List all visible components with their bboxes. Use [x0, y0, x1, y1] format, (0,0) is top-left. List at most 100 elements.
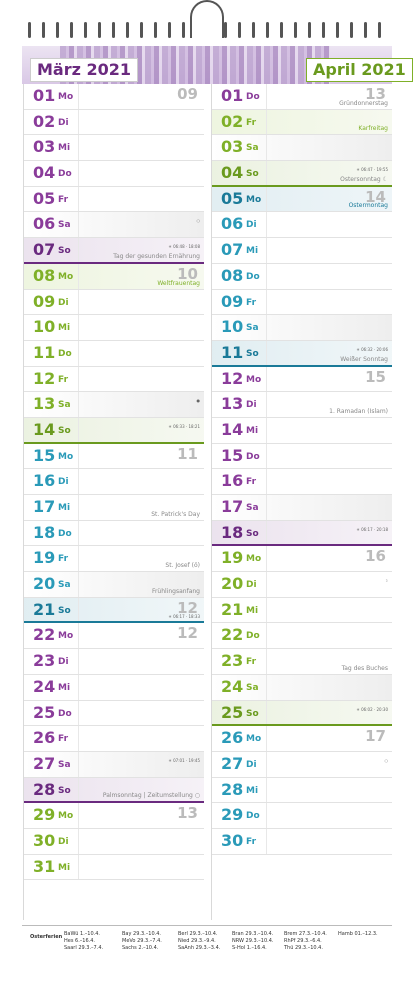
- binding-ring: [56, 22, 59, 38]
- day-row[interactable]: 16 Fr: [212, 469, 392, 495]
- day-row[interactable]: 18 Do: [24, 520, 204, 547]
- row-divider: [266, 572, 267, 597]
- day-row[interactable]: 17 Sa: [212, 495, 392, 521]
- day-row[interactable]: 22 Do: [212, 623, 392, 650]
- day-row[interactable]: 30 Fr: [212, 828, 392, 855]
- weekday-label: Fr: [246, 117, 257, 128]
- weekday-label: Do: [246, 271, 260, 282]
- holiday-note: Weltfrauentag: [157, 279, 200, 287]
- weekday-label: Do: [246, 92, 260, 102]
- day-row[interactable]: 03 Sa: [212, 135, 392, 162]
- day-number: 26: [221, 728, 244, 748]
- sun-times-icon: ☀ 06:48 · 18:08: [168, 244, 200, 250]
- row-divider: [78, 186, 79, 212]
- day-row[interactable]: 15 Do: [212, 443, 392, 470]
- day-row[interactable]: 25 So ☀ 06:02 · 20:30: [212, 700, 392, 727]
- row-divider: [78, 495, 79, 520]
- day-row[interactable]: 27 Sa ☀ 07:01 · 19:45: [24, 751, 204, 778]
- binding-ring: [238, 22, 241, 38]
- day-row[interactable]: 28 Mi: [212, 777, 392, 804]
- binding-ring: [322, 22, 325, 38]
- weekday-label: Di: [58, 836, 69, 847]
- day-row[interactable]: 02 Fr Karfreitag: [212, 109, 392, 136]
- weekday-label: Sa: [58, 400, 71, 411]
- day-row[interactable]: 21 So 12 ☀ 06:17 · 18:33: [24, 597, 204, 624]
- day-row[interactable]: 29 Do: [212, 803, 392, 829]
- day-row[interactable]: 20 Di ☽: [212, 572, 392, 598]
- day-row[interactable]: 15 Mo 11: [24, 443, 204, 470]
- day-number: 30: [221, 830, 244, 850]
- row-divider: [78, 417, 79, 442]
- day-row[interactable]: 27 Di ○: [212, 751, 392, 778]
- day-row[interactable]: 11 Do: [24, 340, 204, 367]
- day-row[interactable]: 09 Fr: [212, 289, 392, 316]
- day-row[interactable]: 08 Do: [212, 263, 392, 290]
- row-divider: [78, 520, 79, 546]
- holiday-note: St. Patrick's Day: [151, 510, 200, 518]
- day-row[interactable]: 23 Di: [24, 649, 204, 675]
- holiday-line: Hes 6.–16.4.: [64, 938, 96, 944]
- day-row[interactable]: 19 Mo 16: [212, 546, 392, 573]
- day-row[interactable]: 18 So ☀ 06:17 · 20:18: [212, 520, 392, 547]
- day-row[interactable]: 25 Do: [24, 700, 204, 727]
- day-row[interactable]: 09 Di: [24, 289, 204, 316]
- day-row[interactable]: 10 Sa: [212, 315, 392, 341]
- day-row[interactable]: 13 Sa ●: [24, 392, 204, 418]
- day-row[interactable]: 14 So ☀ 06:33 · 18:21: [24, 417, 204, 444]
- day-row[interactable]: 23 Fr Tag des Buches: [212, 649, 392, 675]
- day-row[interactable]: 12 Fr: [24, 366, 204, 393]
- day-row[interactable]: 24 Sa: [212, 674, 392, 701]
- day-row[interactable]: 14 Mi: [212, 417, 392, 444]
- sun-times-icon: ○: [196, 218, 201, 224]
- sun-times-icon: ☀ 06:17 · 18:33: [168, 613, 200, 619]
- day-row[interactable]: 01 Do 13 Gründonnerstag: [212, 84, 392, 110]
- day-row[interactable]: 10 Mi: [24, 315, 204, 341]
- day-row[interactable]: 07 Mi: [212, 238, 392, 264]
- weekday-label: So: [58, 785, 71, 796]
- day-row[interactable]: 31 Mi: [24, 854, 204, 881]
- weekday-label: Di: [58, 117, 69, 128]
- day-row[interactable]: 01 Mo 09: [24, 84, 204, 110]
- day-row[interactable]: 22 Mo 12: [24, 623, 204, 650]
- sun-times-icon: ☀ 06:17 · 20:18: [356, 526, 388, 532]
- day-row[interactable]: 06 Di: [212, 212, 392, 239]
- day-number: 28: [33, 779, 56, 799]
- day-row[interactable]: 03 Mi: [24, 135, 204, 162]
- day-row[interactable]: 28 So Palmsonntag | Zeitumstellung ○: [24, 777, 204, 804]
- day-row[interactable]: 06 Sa ○: [24, 212, 204, 239]
- day-row[interactable]: 05 Fr: [24, 186, 204, 213]
- holiday-note: Tag der gesunden Ernährung: [113, 252, 200, 260]
- day-row[interactable]: 30 Di: [24, 828, 204, 855]
- day-row[interactable]: 20 Sa Frühlingsanfang: [24, 572, 204, 598]
- day-row[interactable]: 11 So ☀ 06:32 · 20:06 Weißer Sonntag: [212, 340, 392, 367]
- day-row[interactable]: 29 Mo 13: [24, 803, 204, 829]
- day-row[interactable]: 04 Do: [24, 161, 204, 187]
- day-row[interactable]: 19 Fr St. Josef (ö): [24, 546, 204, 573]
- row-divider: [78, 263, 79, 289]
- weekday-label: Mo: [246, 734, 262, 745]
- weekday-label: Do: [58, 348, 72, 359]
- day-row[interactable]: 12 Mo 15: [212, 366, 392, 393]
- row-divider: [78, 238, 79, 262]
- day-row[interactable]: 16 Di: [24, 469, 204, 495]
- sun-times-icon: ☀ 06:32 · 20:06: [356, 346, 388, 352]
- sun-times-icon: ○: [384, 757, 389, 763]
- weekday-label: Mo: [58, 811, 74, 822]
- day-row[interactable]: 13 Di 1. Ramadan (Islam): [212, 392, 392, 418]
- row-divider: [78, 366, 79, 392]
- day-row[interactable]: 17 Mi St. Patrick's Day: [24, 495, 204, 521]
- weekday-label: Do: [246, 631, 260, 642]
- weekday-label: Mi: [58, 682, 71, 693]
- day-row[interactable]: 05 Mo 14 Ostermontag: [212, 186, 392, 213]
- day-row[interactable]: 24 Mi: [24, 674, 204, 701]
- day-row[interactable]: 26 Fr: [24, 726, 204, 752]
- day-row[interactable]: 04 So ☀ 06:47 · 19:55 Ostersonntag ☾: [212, 161, 392, 187]
- day-row[interactable]: 07 So ☀ 06:48 · 18:08 Tag der gesunden Ernä…: [24, 238, 204, 264]
- row-divider: [78, 340, 79, 366]
- day-number: 05: [221, 188, 244, 208]
- day-row[interactable]: 21 Mi: [212, 597, 392, 624]
- day-row[interactable]: 02 Di: [24, 109, 204, 136]
- day-row[interactable]: 26 Mo 17: [212, 726, 392, 752]
- day-row[interactable]: 08 Mo 10 Weltfrauentag: [24, 263, 204, 290]
- row-divider: [266, 135, 267, 161]
